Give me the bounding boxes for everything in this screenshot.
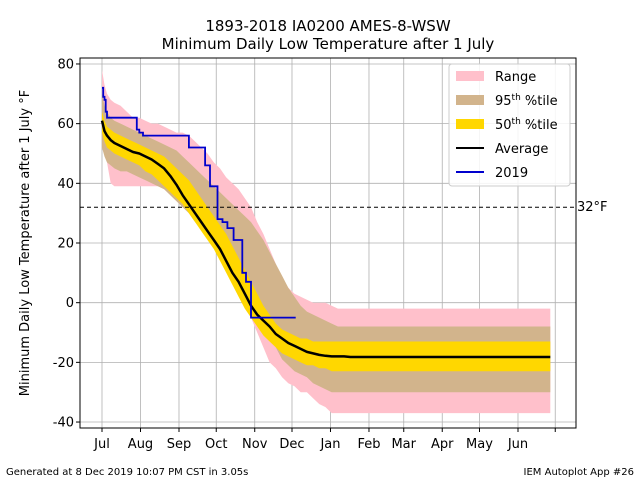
- y-tick-label: 60: [57, 117, 74, 132]
- legend-swatch: [456, 71, 484, 81]
- series-average-line: [100, 120, 551, 359]
- y-axis-label-unit: °F: [18, 90, 33, 104]
- x-tick-label: Jul: [93, 437, 110, 452]
- legend-frame: [448, 63, 571, 187]
- footer-generated: Generated at 8 Dec 2019 10:07 PM CST in …: [6, 467, 248, 478]
- legend: Range 95th %tile 50th %tile Average 2019: [448, 63, 571, 187]
- legend-label: 50th %tile: [495, 117, 558, 133]
- x-tick-label: Apr: [431, 437, 454, 452]
- x-tick-label: May: [466, 437, 493, 452]
- y-axis: -40 -20 0 20 40 60 80: [53, 57, 80, 431]
- bands: [102, 69, 551, 414]
- x-tick-label: Jan: [319, 437, 340, 452]
- legend-label: Range: [495, 70, 536, 85]
- x-axis: Jul Aug Sep Oct Nov Dec Jan Feb Mar Apr May Jun: [93, 428, 556, 452]
- x-tick-label: Dec: [279, 437, 304, 452]
- x-tick-label: Jun: [507, 437, 528, 452]
- y-tick-label: 0: [66, 296, 74, 311]
- chart-title: 1893-2018 IA0200 AMES-8-WSW: [205, 17, 450, 35]
- y-tick-label: 80: [57, 57, 74, 72]
- x-tick-label: Nov: [242, 437, 268, 452]
- x-tick-label: Oct: [205, 437, 227, 452]
- chart-subtitle: Minimum Daily Low Temperature after 1 Ju…: [162, 35, 495, 53]
- y-tick-label: -20: [53, 356, 74, 371]
- x-tick-label: Feb: [357, 437, 380, 452]
- y-tick-label: 20: [57, 237, 74, 252]
- x-tick-label: Sep: [167, 437, 192, 452]
- legend-swatch: [456, 119, 484, 129]
- threshold-label: 32°F: [577, 200, 608, 215]
- y-axis-label: Minimum Daily Low Temperature after 1 Ju…: [18, 90, 33, 396]
- band-50th-percentile: [102, 111, 551, 372]
- footer-app: IEM Autoplot App #26: [524, 467, 634, 478]
- x-tick-label: Mar: [391, 437, 416, 452]
- legend-label: 2019: [495, 166, 528, 181]
- x-tick-label: Aug: [128, 437, 153, 452]
- legend-label: Average: [495, 142, 548, 157]
- series-2019-line: [102, 86, 296, 319]
- legend-label: 95th %tile: [495, 93, 558, 109]
- y-tick-label: 40: [57, 177, 74, 192]
- plot-area: [79, 57, 577, 429]
- legend-swatch: [456, 95, 484, 105]
- lines: [100, 86, 551, 359]
- y-tick-label: -40: [53, 416, 74, 431]
- threshold-unit: °F: [594, 200, 608, 215]
